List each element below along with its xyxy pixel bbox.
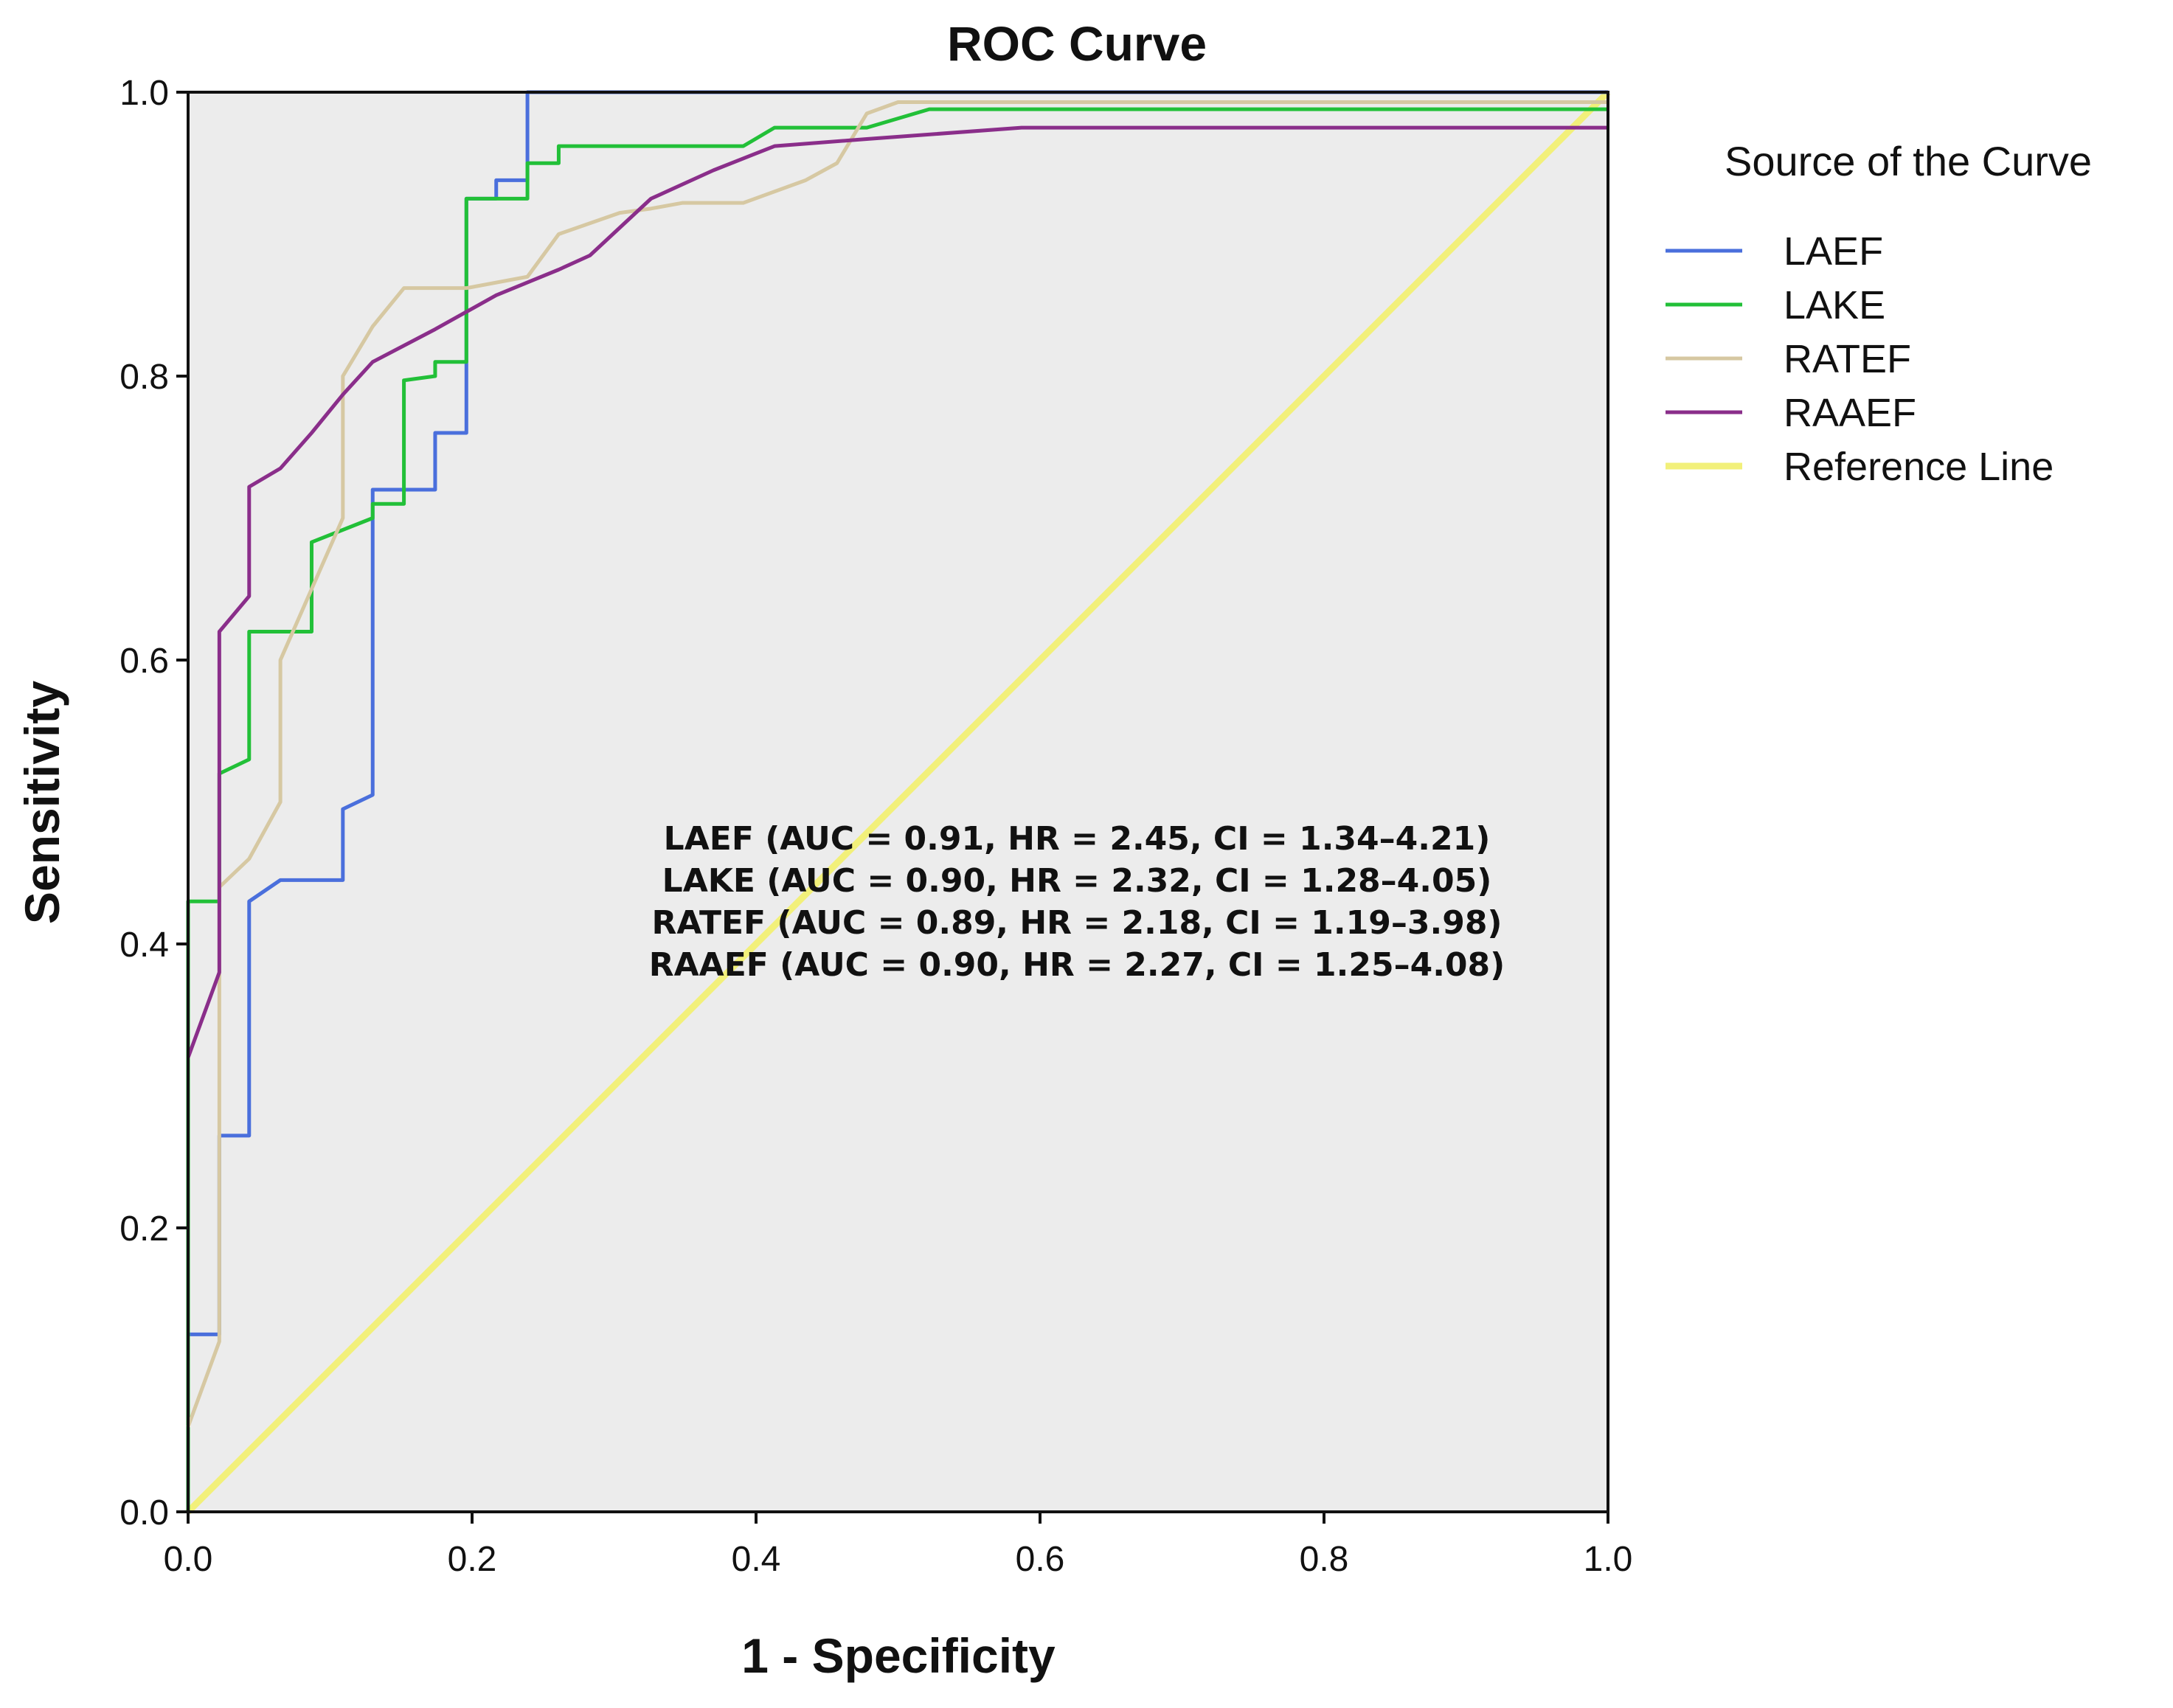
series-line-laef xyxy=(186,90,1608,1512)
y-tick-label: 0.6 xyxy=(119,642,169,681)
x-tick-label: 1.0 xyxy=(1584,1540,1633,1579)
x-axis-ticks: 0.0 0.2 0.4 0.6 0.8 1.0 xyxy=(164,1512,1633,1579)
x-tick-label: 0.2 xyxy=(448,1540,497,1579)
x-tick-label: 0.0 xyxy=(164,1540,213,1579)
annotation-lake: LAKE (AUC = 0.90, HR = 2.32, CI = 1.28–4… xyxy=(662,862,1492,900)
legend-label-reference-line: Reference Line xyxy=(1784,445,2054,489)
y-axis-ticks: 0.0 0.2 0.4 0.6 0.8 1.0 xyxy=(119,74,188,1532)
x-tick-label: 0.8 xyxy=(1300,1540,1349,1579)
series-line-lake xyxy=(186,107,1608,1512)
annotation-ratef: RATEF (AUC = 0.89, HR = 2.18, CI = 1.19–… xyxy=(651,904,1502,942)
plot-frame xyxy=(187,91,1609,1513)
y-tick-label: 0.0 xyxy=(119,1493,169,1532)
x-tick-label: 0.4 xyxy=(732,1540,781,1579)
series-line-raaef xyxy=(186,125,1608,1058)
y-axis-label: Sensitivity xyxy=(15,681,69,924)
y-tick-label: 0.4 xyxy=(119,926,169,965)
legend: Source of the Curve LAEF LAKE RATEF RAAEF Re… xyxy=(1666,138,2092,489)
series-layer xyxy=(185,89,1611,1515)
x-tick-label: 0.6 xyxy=(1016,1540,1065,1579)
legend-entries: LAEF LAKE RATEF RAAEF Reference Line xyxy=(1666,229,2054,489)
series-line-ratef xyxy=(186,100,1608,1428)
legend-label-raaef: RAAEF xyxy=(1784,391,1916,435)
annotation-laef: LAEF (AUC = 0.91, HR = 2.45, CI = 1.34–4… xyxy=(664,820,1491,858)
chart-title: ROC Curve xyxy=(947,16,1207,71)
x-axis-label: 1 - Specificity xyxy=(741,1628,1056,1683)
legend-label-laef: LAEF xyxy=(1784,229,1883,274)
y-tick-label: 0.8 xyxy=(119,358,169,397)
y-tick-label: 0.2 xyxy=(119,1209,169,1249)
y-tick-label: 1.0 xyxy=(119,74,169,113)
legend-title: Source of the Curve xyxy=(1725,138,2092,184)
legend-label-ratef: RATEF xyxy=(1784,337,1911,381)
auc-annotations: LAEF (AUC = 0.91, HR = 2.45, CI = 1.34–4… xyxy=(649,820,1505,984)
legend-label-lake: LAKE xyxy=(1784,283,1885,327)
annotation-raaef: RAAEF (AUC = 0.90, HR = 2.27, CI = 1.25–… xyxy=(649,946,1505,984)
series-line-reference-line xyxy=(185,89,1611,1515)
